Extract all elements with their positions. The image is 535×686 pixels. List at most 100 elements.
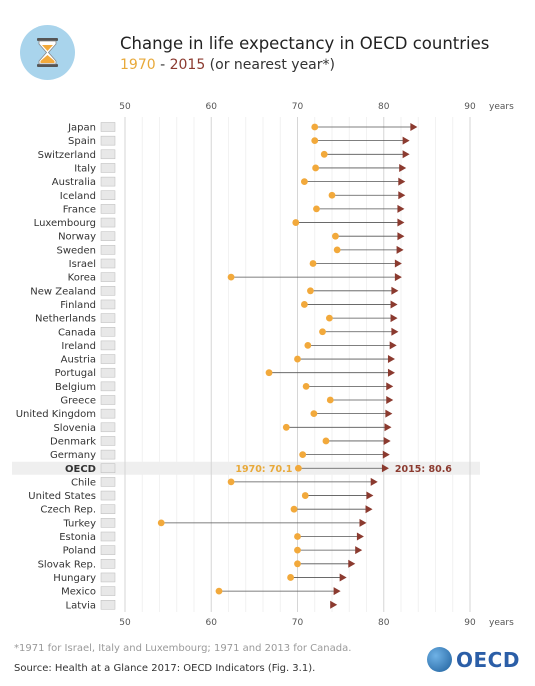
dot-1970 bbox=[301, 301, 308, 308]
dot-1970 bbox=[302, 382, 310, 390]
country-flag-icon bbox=[100, 327, 116, 337]
dot-1970 bbox=[307, 287, 314, 295]
dot-1970 bbox=[294, 546, 301, 554]
footnote: *1971 for Israel, Italy and Luxembourg; … bbox=[14, 643, 352, 654]
subtitle-start-year: 1970 bbox=[120, 57, 156, 73]
x-tick-label-bottom: 50 bbox=[119, 618, 131, 628]
dot-1970 bbox=[332, 232, 339, 240]
country-label: New Zealand bbox=[30, 286, 96, 297]
country-label: Greece bbox=[60, 396, 96, 407]
country-label: Turkey bbox=[62, 518, 96, 529]
country-flag-icon bbox=[100, 272, 116, 282]
dot-1970 bbox=[304, 342, 312, 349]
country-label: Germany bbox=[50, 450, 96, 461]
x-tick-label-top: 60 bbox=[206, 102, 218, 112]
country-label: Latvia bbox=[66, 600, 96, 611]
x-tick-label-top: 70 bbox=[292, 102, 304, 112]
x-tick-label-bottom: 80 bbox=[378, 618, 390, 628]
arrow-2015 bbox=[396, 245, 404, 254]
arrow-2015 bbox=[399, 163, 407, 172]
x-tick-label-top: 50 bbox=[119, 102, 131, 112]
arrow-2015 bbox=[397, 232, 405, 241]
country-label: Belgium bbox=[55, 382, 96, 393]
dot-1970 bbox=[294, 355, 301, 363]
arrow-2015 bbox=[366, 491, 374, 500]
dot-1970 bbox=[294, 464, 302, 472]
country-flag-icon bbox=[100, 217, 116, 228]
country-label: United States bbox=[28, 491, 96, 502]
x-tick-label-top: 80 bbox=[378, 102, 390, 112]
dot-1970 bbox=[215, 587, 223, 595]
arrow-2015 bbox=[386, 396, 394, 404]
oecd-2015-label: 2015: 80.6 bbox=[395, 464, 452, 475]
country-flag-icon bbox=[100, 463, 116, 473]
arrow-2015 bbox=[381, 464, 389, 473]
arrow-2015 bbox=[383, 436, 391, 445]
arrow-2015 bbox=[385, 409, 393, 418]
dot-1970 bbox=[333, 246, 341, 254]
dot-1970 bbox=[301, 178, 308, 186]
country-label: Spain bbox=[68, 136, 96, 147]
arrow-2015 bbox=[365, 505, 373, 514]
arrow-2015 bbox=[387, 355, 395, 364]
country-flag-icon bbox=[100, 477, 116, 487]
country-label: Czech Rep. bbox=[40, 505, 96, 516]
dot-1970 bbox=[320, 150, 328, 158]
country-label: Chile bbox=[71, 477, 96, 488]
country-label: Netherlands bbox=[35, 314, 96, 325]
country-label: Japan bbox=[67, 123, 96, 134]
country-label: Norway bbox=[58, 232, 96, 243]
arrow-2015 bbox=[398, 177, 406, 186]
chart-subtitle: 1970 - 2015 (or nearest year*) bbox=[120, 57, 335, 73]
country-label: Switzerland bbox=[38, 150, 96, 161]
chart-title: Change in life expectancy in OECD countr… bbox=[120, 34, 490, 53]
country-label: Portugal bbox=[55, 368, 96, 379]
country-label: Luxembourg bbox=[34, 218, 96, 229]
country-flag-icon bbox=[100, 408, 116, 419]
country-flag-icon bbox=[100, 367, 116, 378]
dot-1970 bbox=[301, 492, 309, 499]
dot-1970 bbox=[319, 328, 326, 336]
dot-1970 bbox=[157, 519, 165, 527]
arrow-2015 bbox=[402, 150, 410, 159]
country-flag-icon bbox=[100, 449, 116, 460]
country-flag-icon bbox=[100, 231, 116, 241]
source-note: Source: Health at a Glance 2017: OECD In… bbox=[14, 663, 316, 674]
country-label: Israel bbox=[69, 259, 96, 270]
country-flag-icon bbox=[100, 190, 116, 200]
arrow-2015 bbox=[398, 191, 406, 200]
country-label: United Kingdom bbox=[16, 409, 96, 420]
country-label: OECD bbox=[65, 464, 96, 475]
country-flag-icon bbox=[100, 258, 116, 269]
country-flag-icon bbox=[100, 518, 116, 528]
arrow-2015 bbox=[348, 559, 356, 568]
dot-1970 bbox=[292, 219, 300, 226]
arrow-2015 bbox=[397, 218, 405, 227]
country-label: Canada bbox=[58, 327, 96, 338]
country-label: France bbox=[63, 204, 96, 215]
country-flag-icon bbox=[100, 545, 116, 555]
arrow-2015 bbox=[386, 382, 394, 391]
x-tick-label-bottom: 70 bbox=[292, 618, 304, 628]
country-label: Estonia bbox=[59, 532, 96, 543]
country-flag-icon bbox=[100, 436, 116, 446]
country-flag-icon bbox=[100, 395, 116, 405]
arrow-2015 bbox=[402, 136, 410, 145]
country-label: Iceland bbox=[60, 191, 96, 202]
country-flag-icon bbox=[100, 600, 116, 610]
country-flag-icon bbox=[100, 340, 116, 351]
arrow-2015 bbox=[410, 123, 418, 131]
arrow-2015 bbox=[390, 314, 398, 323]
country-label: Mexico bbox=[61, 587, 96, 598]
dot-1970 bbox=[282, 423, 290, 431]
country-flag-icon bbox=[100, 586, 116, 596]
oecd-globe-icon bbox=[427, 647, 452, 672]
dot-1970 bbox=[294, 560, 301, 568]
subtitle-end-year: 2015 bbox=[169, 57, 206, 73]
arrow-2015 bbox=[356, 532, 364, 541]
country-label: Hungary bbox=[53, 573, 96, 584]
subtitle-note: (or nearest year*) bbox=[205, 57, 335, 73]
country-flag-icon bbox=[100, 313, 116, 323]
country-flag-icon bbox=[100, 176, 116, 187]
